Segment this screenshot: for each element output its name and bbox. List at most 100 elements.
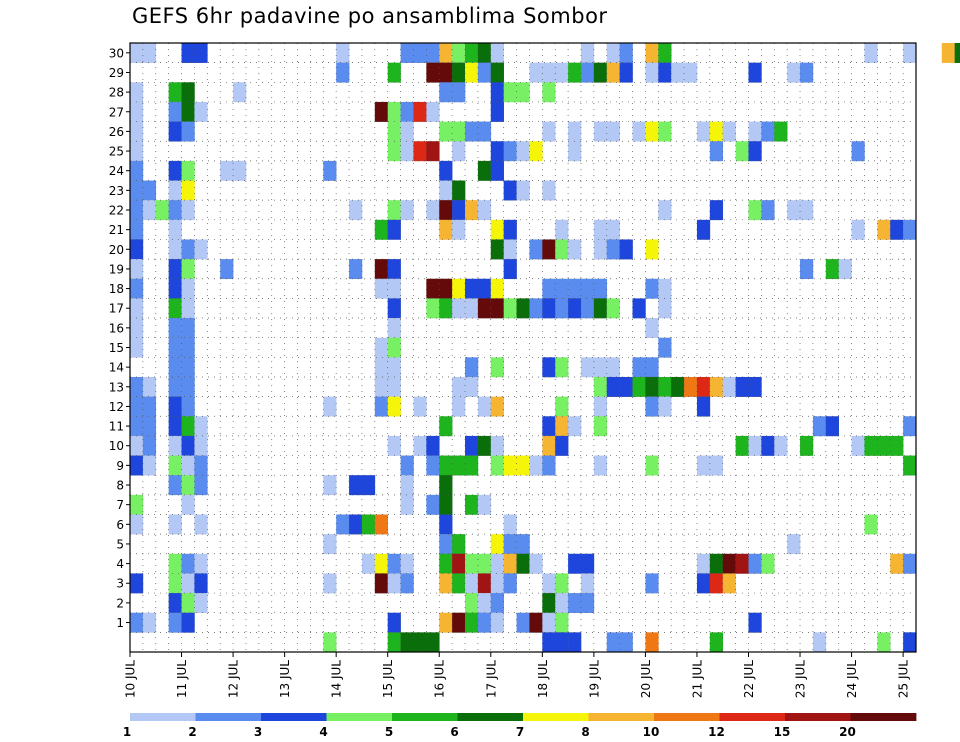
heatmap-cell <box>696 121 711 142</box>
heatmap-cell <box>426 494 440 515</box>
y-tick-label: 22 <box>109 203 124 217</box>
heatmap-cell <box>426 141 440 162</box>
heatmap-cell <box>606 121 620 142</box>
y-axis: 1234567891011121314151617181920212223242… <box>109 46 130 630</box>
heatmap-cell <box>168 121 182 142</box>
heatmap-cell <box>851 141 865 162</box>
heatmap-cell <box>168 82 182 103</box>
heatmap-cell <box>709 121 724 142</box>
heatmap-cell <box>400 101 414 122</box>
heatmap-cell <box>323 632 337 653</box>
heatmap-cell <box>168 514 182 535</box>
heatmap-cell <box>580 298 595 319</box>
heatmap-cell <box>632 121 646 142</box>
heatmap-cell <box>619 62 633 83</box>
heatmap-cell <box>632 298 646 319</box>
heatmap-cell <box>465 62 479 83</box>
heatmap-cell <box>400 43 414 63</box>
heatmap-cell <box>542 455 556 476</box>
colorbar-swatch <box>130 713 196 721</box>
heatmap-cell <box>477 573 492 594</box>
heatmap-cell <box>374 219 389 240</box>
y-tick-label: 15 <box>109 341 124 355</box>
heatmap-cell <box>722 376 736 397</box>
heatmap-cell <box>645 396 659 417</box>
heatmap-cell <box>477 200 492 221</box>
heatmap-cell <box>555 298 569 319</box>
heatmap-cell <box>181 180 195 201</box>
heatmap-cell <box>864 43 878 63</box>
heatmap-cell <box>194 101 208 122</box>
y-tick-label: 6 <box>116 518 124 532</box>
heatmap-cell <box>593 278 608 299</box>
heatmap-cell <box>168 376 182 397</box>
heatmap-cell <box>490 534 504 555</box>
heatmap-cell <box>168 553 182 574</box>
heatmap-cell <box>349 514 363 535</box>
y-tick-label: 20 <box>109 243 124 257</box>
heatmap-cell <box>336 62 350 83</box>
heatmap-cell <box>361 475 376 496</box>
heatmap-cell <box>619 239 633 260</box>
heatmap-cell <box>452 278 466 299</box>
heatmap-cell <box>387 259 401 280</box>
heatmap-cell <box>452 298 466 319</box>
x-tick-label: 17 JUL <box>484 660 498 698</box>
heatmap-cell <box>130 337 144 358</box>
heatmap-cell <box>168 298 182 319</box>
heatmap-cell <box>555 239 569 260</box>
heatmap-cell <box>439 43 453 63</box>
heatmap-cell <box>439 455 453 476</box>
heatmap-cell <box>168 612 182 633</box>
heatmap-cell <box>490 82 504 103</box>
heatmap-cell <box>181 278 195 299</box>
heatmap-cell <box>168 318 182 338</box>
heatmap-cell <box>658 298 672 319</box>
heatmap-cell <box>503 553 517 574</box>
heatmap-cell <box>439 62 453 83</box>
heatmap-cell <box>580 43 595 63</box>
heatmap-cell <box>439 121 453 142</box>
y-tick-label: 30 <box>109 46 124 60</box>
colorbar-label: 4 <box>319 725 327 739</box>
heatmap-cell <box>130 82 144 103</box>
heatmap-cell <box>477 435 492 456</box>
heatmap-cell <box>748 200 762 221</box>
heatmap-cell <box>877 632 891 653</box>
heatmap-cell <box>542 632 556 653</box>
heatmap-cell <box>735 553 749 574</box>
heatmap-cell <box>130 278 144 299</box>
heatmap-cell <box>349 259 363 280</box>
heatmap-cell <box>452 534 466 555</box>
y-tick-label: 9 <box>116 459 124 473</box>
heatmap-cell <box>349 475 363 496</box>
heatmap-cell <box>580 62 595 83</box>
heatmap-cell <box>568 416 582 437</box>
heatmap-cell <box>130 435 144 456</box>
y-tick-label: 2 <box>116 596 124 610</box>
heatmap-cell <box>568 632 582 653</box>
x-tick-label: 23 JUL <box>794 660 808 698</box>
heatmap-cell <box>555 612 569 633</box>
heatmap-cell <box>684 62 698 83</box>
heatmap-cell <box>426 455 440 476</box>
heatmap-cell <box>130 494 144 515</box>
heatmap-cell <box>400 455 414 476</box>
y-tick-label: 5 <box>116 537 124 551</box>
heatmap-cell <box>194 455 208 476</box>
heatmap-cell <box>452 62 466 83</box>
heatmap-cell <box>490 43 504 63</box>
heatmap-cell <box>477 494 492 515</box>
heatmap-cell <box>130 239 144 260</box>
x-tick-label: 19 JUL <box>587 660 601 698</box>
heatmap-cell <box>761 435 775 456</box>
colorbar-swatch <box>326 713 393 721</box>
heatmap-cell <box>400 632 414 653</box>
heatmap-cell <box>387 62 401 83</box>
y-tick-label: 18 <box>109 282 124 296</box>
heatmap-cell <box>761 121 775 142</box>
heatmap-cell <box>400 200 414 221</box>
heatmap-cell <box>490 553 504 574</box>
colorbar-label: 7 <box>516 725 524 739</box>
heatmap-cell <box>542 62 556 83</box>
